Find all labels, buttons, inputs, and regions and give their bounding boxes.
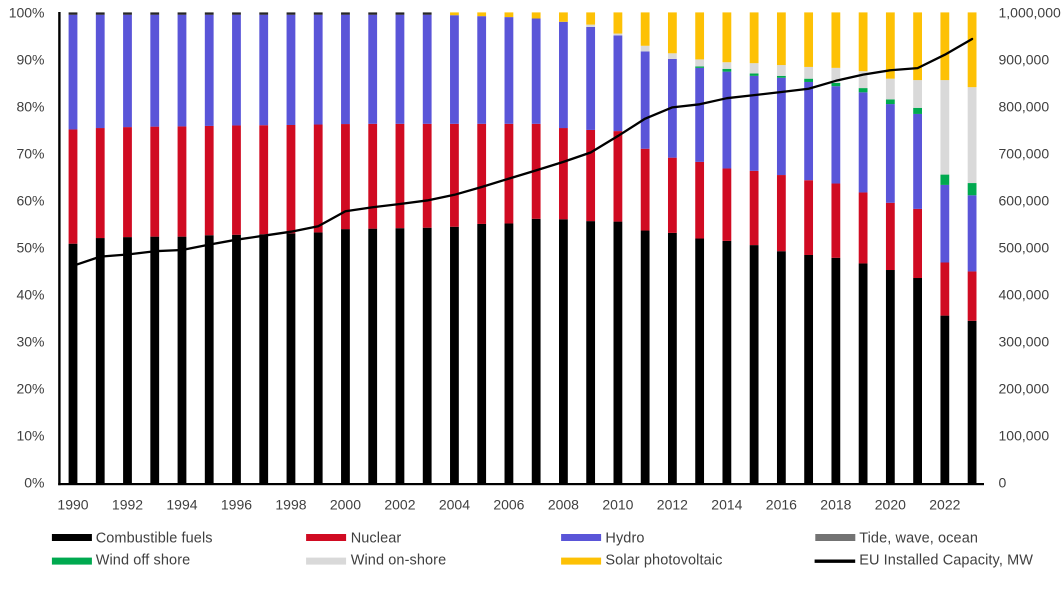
svg-text:90%: 90% (16, 51, 44, 67)
svg-text:80%: 80% (16, 98, 44, 114)
svg-text:600,000: 600,000 (999, 192, 1050, 208)
svg-text:2016: 2016 (766, 497, 797, 513)
svg-text:0: 0 (999, 475, 1007, 491)
svg-text:100,000: 100,000 (999, 427, 1050, 443)
svg-text:2014: 2014 (711, 497, 742, 513)
svg-text:Tide, wave, ocean: Tide, wave, ocean (859, 531, 978, 547)
svg-text:2010: 2010 (602, 497, 633, 513)
svg-text:1992: 1992 (112, 497, 143, 513)
svg-text:400,000: 400,000 (999, 286, 1050, 302)
svg-text:60%: 60% (16, 192, 44, 208)
svg-text:1,000,000: 1,000,000 (999, 4, 1061, 20)
svg-text:Hydro: Hydro (605, 531, 644, 547)
svg-text:40%: 40% (16, 286, 44, 302)
svg-text:2002: 2002 (384, 497, 415, 513)
svg-text:2020: 2020 (875, 497, 906, 513)
svg-text:2022: 2022 (929, 497, 960, 513)
svg-text:1998: 1998 (275, 497, 306, 513)
svg-text:70%: 70% (16, 145, 44, 161)
svg-text:100%: 100% (9, 4, 45, 20)
svg-text:500,000: 500,000 (999, 239, 1050, 255)
svg-text:1990: 1990 (57, 497, 88, 513)
svg-text:200,000: 200,000 (999, 380, 1050, 396)
svg-text:Solar photovoltaic: Solar photovoltaic (605, 553, 722, 569)
svg-text:30%: 30% (16, 333, 44, 349)
svg-text:700,000: 700,000 (999, 145, 1050, 161)
svg-text:2000: 2000 (330, 497, 361, 513)
svg-text:50%: 50% (16, 239, 44, 255)
svg-text:900,000: 900,000 (999, 51, 1050, 67)
svg-text:Nuclear: Nuclear (351, 531, 402, 547)
svg-text:2006: 2006 (493, 497, 524, 513)
svg-text:2018: 2018 (820, 497, 851, 513)
svg-text:10%: 10% (16, 427, 44, 443)
svg-text:1994: 1994 (166, 497, 197, 513)
svg-text:2004: 2004 (439, 497, 470, 513)
svg-text:2008: 2008 (548, 497, 579, 513)
svg-text:Wind off shore: Wind off shore (96, 553, 191, 569)
svg-text:0%: 0% (24, 475, 44, 491)
svg-text:1996: 1996 (221, 497, 252, 513)
svg-text:Combustible fuels: Combustible fuels (96, 531, 213, 547)
svg-text:2012: 2012 (657, 497, 688, 513)
svg-text:20%: 20% (16, 380, 44, 396)
svg-text:300,000: 300,000 (999, 333, 1050, 349)
svg-text:800,000: 800,000 (999, 98, 1050, 114)
svg-text:Wind on-shore: Wind on-shore (351, 553, 447, 569)
svg-text:EU Installed Capacity, MW: EU Installed Capacity, MW (859, 553, 1033, 569)
